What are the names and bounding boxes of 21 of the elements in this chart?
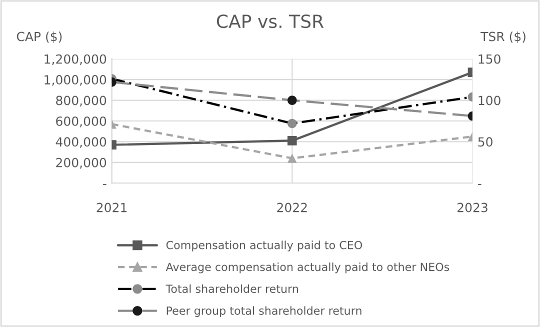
y-tick-label: 800,000	[56, 96, 106, 106]
y2-axis-title: TSR ($)	[480, 32, 526, 43]
x-tick-label: 2021	[96, 202, 127, 212]
x-tick-label: 2022	[277, 202, 307, 212]
y-tick-label: 1,000,000	[44, 75, 106, 86]
y2-tick-label: 100	[478, 96, 500, 106]
y-tick-label: 200,000	[56, 158, 106, 169]
legend-label: Compensation actually paid to CEO	[166, 240, 362, 252]
legend-label: Average compensation actually paid to other NEOs	[166, 262, 450, 274]
y-tick-label: -	[103, 184, 106, 185]
y-tick-label: 400,000	[56, 137, 106, 148]
y-tick-label: 1,200,000	[44, 54, 106, 66]
y2-tick-label: -	[478, 184, 482, 185]
chart-title: CAP vs. TSR	[216, 14, 324, 28]
y2-tick-label: 50	[478, 137, 492, 147]
legend-label: Total shareholder return	[166, 284, 298, 293]
x-tick-label: 2023	[458, 202, 488, 212]
y-axis-title: CAP ($)	[16, 32, 62, 43]
legend-label: Peer group total shareholder return	[166, 306, 362, 317]
y-tick-label: 600,000	[56, 116, 106, 128]
y2-tick-label: 150	[478, 54, 500, 64]
